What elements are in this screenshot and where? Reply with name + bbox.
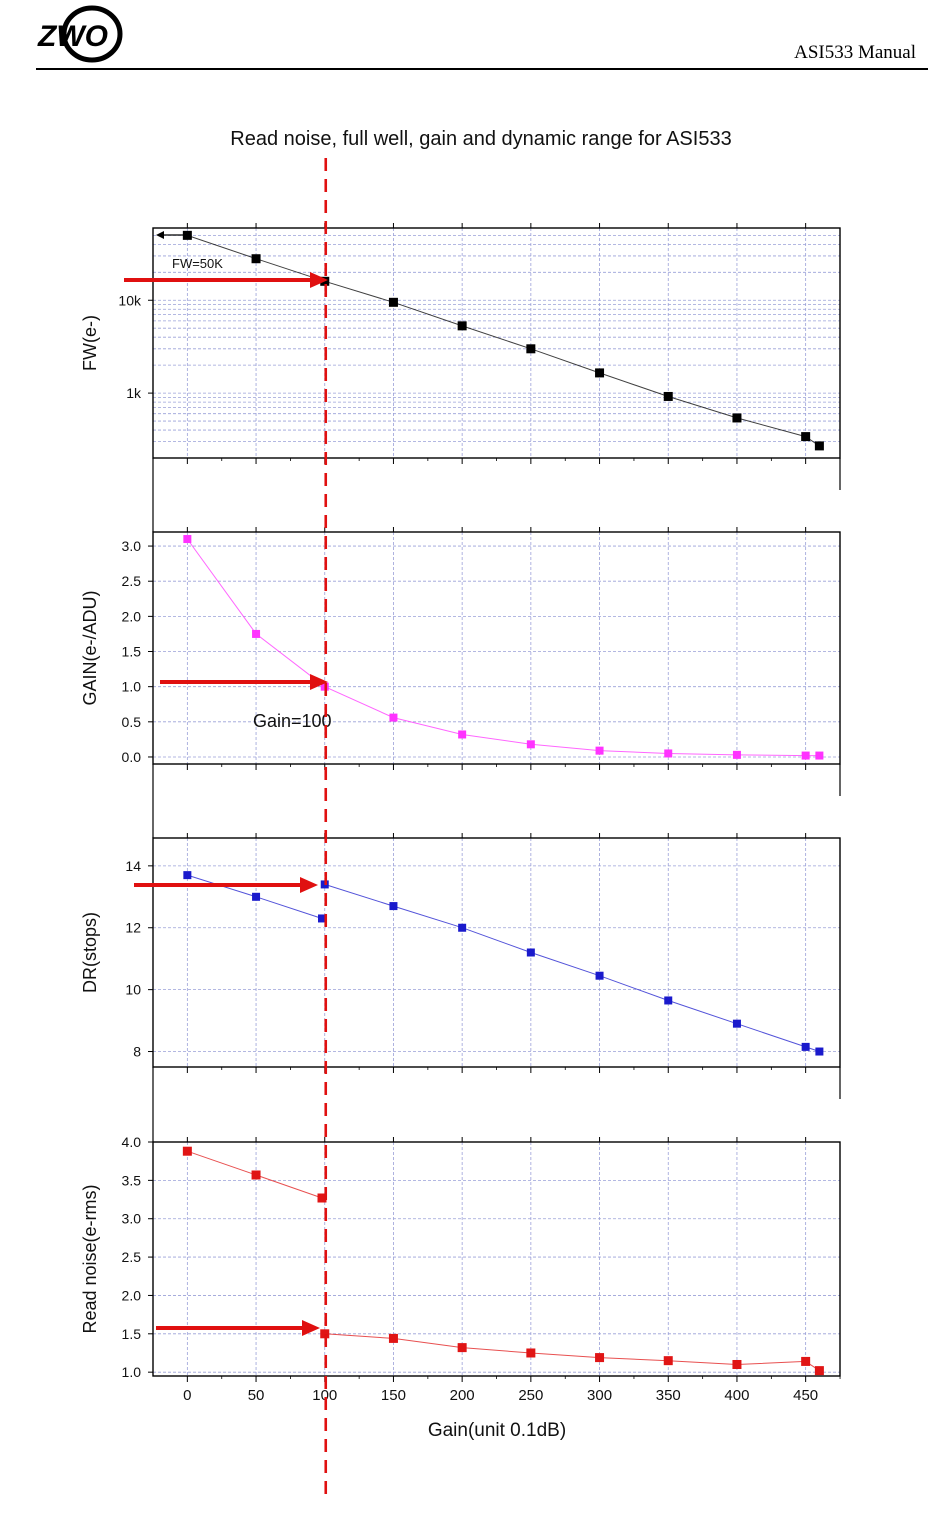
x-tick-label: 350 bbox=[656, 1387, 681, 1404]
fw-data-point bbox=[595, 368, 605, 378]
rn-data-point bbox=[595, 1353, 605, 1363]
x-tick-label: 50 bbox=[248, 1387, 265, 1404]
x-axis-label: Gain(unit 0.1dB) bbox=[428, 1420, 566, 1441]
rn-series-line bbox=[187, 1150, 820, 1372]
x-tick-label: 0 bbox=[183, 1387, 191, 1404]
gain-data-point bbox=[183, 535, 192, 544]
chart-panels: 1k 10k FW(e-) FW=50K 0.0 0.5 1.0 1.5 2.0 2.5 3.0 GA… bbox=[80, 158, 841, 1498]
rn-ytick-label: 1.5 bbox=[122, 1326, 142, 1342]
rn-data-point bbox=[251, 1170, 261, 1180]
dr-y-axis-label: DR(stops) bbox=[80, 912, 100, 993]
fw-data-point bbox=[663, 391, 673, 401]
dr-data-point bbox=[801, 1042, 810, 1051]
rn-data-point bbox=[388, 1333, 398, 1343]
rn-ytick-label: 3.5 bbox=[122, 1172, 142, 1188]
gain-data-point bbox=[664, 749, 673, 758]
rn-data-point bbox=[457, 1343, 467, 1353]
fw-data-point bbox=[732, 413, 742, 423]
x-tick-label: 100 bbox=[312, 1387, 337, 1404]
fw-ytick-label: 1k bbox=[126, 385, 142, 401]
red-arrow-head bbox=[310, 674, 328, 690]
rn-data-point bbox=[732, 1359, 742, 1369]
dr-data-point bbox=[458, 923, 467, 932]
chart-title: Read noise, full well, gain and dynamic … bbox=[230, 128, 731, 150]
x-tick-label: 250 bbox=[518, 1387, 543, 1404]
fw-annotation: FW=50K bbox=[172, 256, 223, 271]
gain-annotation: Gain=100 bbox=[253, 711, 332, 731]
gain-data-point bbox=[801, 751, 810, 760]
dr-data-point bbox=[595, 971, 604, 980]
fw-data-point bbox=[251, 254, 261, 264]
x-tick-label: 150 bbox=[381, 1387, 406, 1404]
gain-ytick-label: 2.0 bbox=[122, 608, 142, 624]
rn-ytick-label: 4.0 bbox=[122, 1134, 142, 1150]
rn-data-point bbox=[320, 1329, 330, 1339]
red-arrow-head bbox=[310, 272, 328, 288]
gain-data-point bbox=[252, 629, 261, 638]
gain-ytick-label: 3.0 bbox=[122, 538, 142, 554]
fw-data-point bbox=[814, 441, 824, 451]
rn-data-point bbox=[801, 1356, 811, 1366]
gain-data-point bbox=[815, 751, 824, 760]
gain-data-point bbox=[732, 750, 741, 759]
rn-data-point bbox=[317, 1193, 327, 1203]
dr-data-point bbox=[318, 914, 327, 923]
fw-data-point bbox=[388, 297, 398, 307]
logo-text: ZWO bbox=[37, 20, 108, 53]
rn-data-point bbox=[814, 1366, 824, 1376]
fw-data-point bbox=[457, 321, 467, 331]
gain-ytick-label: 1.5 bbox=[122, 644, 142, 660]
gain-ytick-label: 1.0 bbox=[122, 679, 142, 695]
rn-ytick-label: 1.0 bbox=[122, 1364, 142, 1380]
red-arrow-head bbox=[302, 1320, 320, 1336]
rn-ytick-label: 2.0 bbox=[122, 1287, 142, 1303]
gain-y-axis-label: GAIN(e-/ADU) bbox=[80, 590, 100, 705]
dr-data-point bbox=[664, 996, 673, 1005]
fw-data-point bbox=[526, 344, 536, 354]
dr-ytick-label: 10 bbox=[125, 982, 141, 998]
x-tick-label: 450 bbox=[793, 1387, 818, 1404]
dr-data-point bbox=[183, 871, 192, 880]
dr-ytick-label: 8 bbox=[133, 1044, 141, 1060]
gain-data-point bbox=[526, 740, 535, 749]
dr-data-point bbox=[252, 892, 261, 901]
fw-series-line bbox=[187, 234, 820, 447]
dr-panel-frame bbox=[152, 837, 841, 1068]
gain-data-point bbox=[389, 713, 398, 722]
header-rule bbox=[36, 68, 928, 70]
rn-y-axis-label: Read noise(e-rms) bbox=[80, 1184, 100, 1333]
gain-ytick-label: 2.5 bbox=[122, 573, 142, 589]
gain-ytick-label: 0.5 bbox=[122, 714, 142, 730]
zwo-logo: ZWO bbox=[37, 5, 123, 63]
gain-data-point bbox=[595, 746, 604, 755]
rn-data-point bbox=[526, 1348, 536, 1358]
fw-y-axis-label: FW(e-) bbox=[80, 315, 100, 371]
gain-data-point bbox=[458, 730, 467, 739]
fw-data-point bbox=[182, 230, 192, 240]
gain-ytick-label: 0.0 bbox=[122, 749, 142, 765]
rn-data-point bbox=[663, 1356, 673, 1366]
dr-data-point bbox=[526, 948, 535, 957]
x-tick-label: 400 bbox=[724, 1387, 749, 1404]
dr-data-point bbox=[389, 902, 398, 911]
rn-data-point bbox=[182, 1146, 192, 1156]
x-tick-label: 300 bbox=[587, 1387, 612, 1404]
dr-data-point bbox=[815, 1047, 824, 1056]
fw-left-pointer-head bbox=[156, 231, 164, 239]
manual-title: ASI533 Manual bbox=[794, 42, 916, 63]
dr-ytick-label: 14 bbox=[125, 858, 141, 874]
rn-ytick-label: 2.5 bbox=[122, 1249, 142, 1265]
dr-data-point bbox=[732, 1019, 741, 1028]
x-tick-label: 200 bbox=[450, 1387, 475, 1404]
rn-ytick-label: 3.0 bbox=[122, 1211, 142, 1227]
dr-series-line bbox=[187, 874, 820, 1052]
fw-ytick-label: 10k bbox=[118, 292, 142, 308]
red-arrow-head bbox=[300, 877, 318, 893]
fw-data-point bbox=[801, 432, 811, 442]
page-header: ZWO ASI533 Manual bbox=[0, 0, 928, 72]
dr-ytick-label: 12 bbox=[125, 920, 141, 936]
